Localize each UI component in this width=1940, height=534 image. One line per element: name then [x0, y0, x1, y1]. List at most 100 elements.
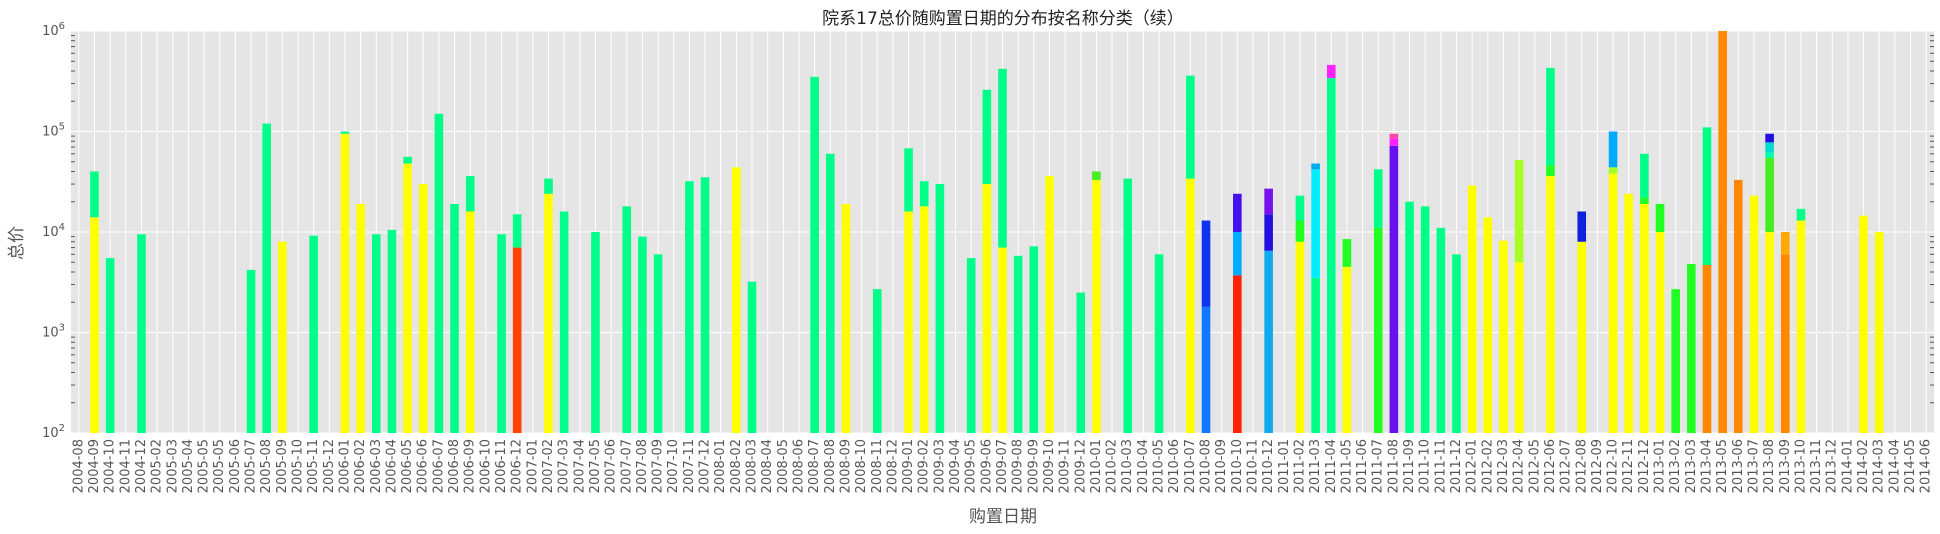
x-tick-label: 2005-09 [275, 439, 290, 493]
bar-segment [403, 163, 412, 433]
x-tick-label: 2004-11 [118, 439, 133, 493]
bar-segment [1233, 193, 1242, 232]
bar-segment [465, 176, 475, 212]
x-tick-label: 2008-01 [713, 439, 728, 493]
x-tick-label: 2005-03 [165, 439, 180, 493]
bar-segment [1546, 67, 1555, 166]
bar-segment [1546, 176, 1555, 433]
x-tick-label: 2012-04 [1512, 439, 1527, 493]
bar-segment [622, 206, 632, 433]
x-tick-label: 2008-06 [791, 439, 806, 493]
x-tick-label: 2013-06 [1731, 439, 1746, 493]
x-tick-label: 2009-12 [1073, 439, 1088, 493]
bar-segment [1311, 163, 1320, 170]
x-tick-label: 2012-12 [1637, 439, 1652, 493]
bar-segment [1436, 227, 1446, 433]
x-tick-label: 2004-08 [71, 439, 86, 493]
x-tick-label: 2005-02 [150, 439, 165, 493]
bar-segment [1640, 203, 1649, 433]
x-tick-label: 2008-10 [854, 439, 869, 493]
x-tick-label: 2010-10 [1230, 439, 1245, 493]
x-tick-label: 2012-01 [1465, 439, 1480, 493]
x-tick-label: 2011-04 [1324, 439, 1339, 493]
x-tick-label: 2013-12 [1825, 439, 1840, 493]
bar-segment [1029, 246, 1039, 433]
x-tick-label: 2011-01 [1277, 439, 1292, 493]
x-tick-label: 2013-10 [1793, 439, 1808, 493]
x-tick-label: 2010-02 [1105, 439, 1120, 493]
bar-segment [465, 211, 475, 433]
x-tick-label: 2013-09 [1778, 439, 1793, 493]
bar-segment [904, 211, 913, 433]
x-tick-label: 2011-06 [1355, 439, 1370, 493]
x-tick-label: 2014-03 [1872, 439, 1887, 493]
bar-segment [1765, 142, 1774, 153]
bar-segment [685, 181, 694, 433]
x-tick-label: 2005-10 [291, 439, 306, 493]
x-tick-label: 2006-11 [494, 439, 509, 493]
x-tick-label: 2008-03 [745, 439, 760, 493]
x-tick-label: 2007-03 [557, 439, 572, 493]
bar-segment [841, 203, 851, 433]
x-tick-label: 2005-11 [306, 439, 321, 493]
bar-segment [1514, 160, 1524, 263]
y-tick-label: 105 [42, 122, 65, 140]
chart-title: 院系17总价随购置日期的分布按名称分类（续） [822, 9, 1184, 29]
bar-segment [1233, 275, 1242, 433]
bar-segment [1640, 197, 1649, 204]
bar-segment [246, 269, 256, 433]
x-tick-label: 2011-02 [1292, 439, 1307, 493]
bar-segment [1373, 227, 1383, 433]
bar-segment [1546, 165, 1555, 177]
bar-segment [90, 171, 99, 218]
x-tick-label: 2007-01 [525, 439, 540, 493]
x-tick-label: 2004-12 [134, 439, 149, 493]
x-tick-label: 2008-05 [776, 439, 791, 493]
x-tick-label: 2011-08 [1386, 439, 1401, 493]
bar-segment [1389, 138, 1399, 146]
x-tick-label: 2011-09 [1402, 439, 1417, 493]
bar-segment [1577, 211, 1587, 242]
bar-segment [653, 254, 663, 433]
x-tick-label: 2011-11 [1433, 439, 1448, 493]
x-tick-label: 2006-10 [478, 439, 493, 493]
x-tick-label: 2013-07 [1746, 439, 1761, 493]
x-tick-label: 2012-02 [1480, 439, 1495, 493]
bar-segment [638, 236, 647, 433]
x-tick-label: 2010-11 [1245, 439, 1260, 493]
bar-segment [982, 184, 992, 433]
bar-segment [1186, 178, 1195, 433]
bar-segment [1718, 31, 1727, 433]
bar-segment [137, 234, 146, 433]
y-tick-label: 103 [42, 323, 65, 341]
x-tick-label: 2009-10 [1042, 439, 1057, 493]
x-tick-label: 2007-02 [541, 439, 556, 493]
x-tick-label: 2011-12 [1449, 439, 1464, 493]
x-tick-label: 2013-02 [1668, 439, 1683, 493]
x-tick-label: 2012-10 [1606, 439, 1621, 493]
x-tick-label: 2006-02 [353, 439, 368, 493]
y-axis-label: 总价 [7, 226, 27, 260]
bar-segment [1749, 195, 1759, 433]
bar-segment [356, 203, 365, 433]
bar-segment [1655, 232, 1665, 433]
bar-segment [1780, 254, 1790, 433]
x-tick-label: 2010-01 [1089, 439, 1104, 493]
bar-segment [1201, 306, 1211, 433]
x-tick-label: 2014-05 [1903, 439, 1918, 493]
x-tick-label: 2013-11 [1809, 439, 1824, 493]
bar-segment [434, 113, 444, 433]
bar-segment [544, 193, 553, 433]
bar-segment [1640, 153, 1649, 198]
x-tick-label: 2011-10 [1418, 439, 1433, 493]
bar-segment [559, 211, 569, 433]
x-tick-label: 2012-03 [1496, 439, 1511, 493]
bar-segment [825, 153, 835, 433]
x-tick-label: 2007-05 [588, 439, 603, 493]
bar-segment [1687, 264, 1696, 433]
bar-segment [1734, 179, 1743, 433]
y-tick-label: 106 [42, 21, 65, 39]
x-tick-label: 2011-05 [1339, 439, 1354, 493]
bar-segment [1326, 78, 1336, 434]
bar-segment [1233, 232, 1242, 276]
